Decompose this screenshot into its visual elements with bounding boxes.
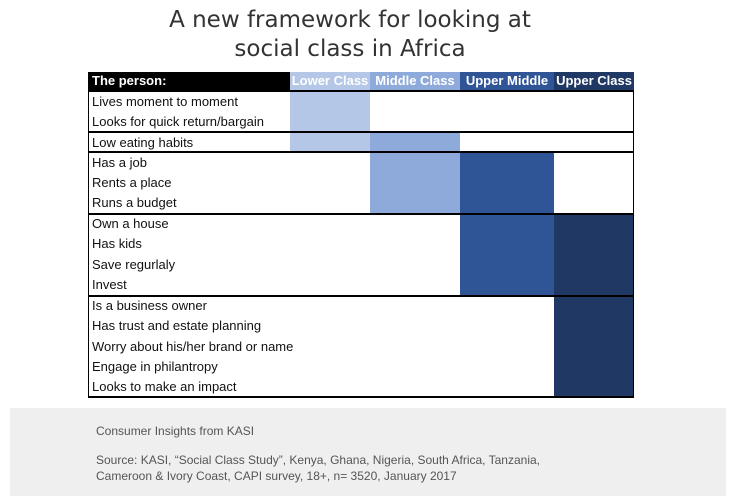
- row-label: Rents a place: [92, 175, 172, 190]
- row-label: Save regurlaly: [92, 257, 176, 272]
- header-lower-class: Lower Class: [290, 72, 370, 90]
- header-upper-middle: Upper Middle: [460, 72, 554, 90]
- group-divider: [88, 90, 634, 92]
- footer-source: Source: KASI, “Social Class Study”, Keny…: [96, 452, 540, 484]
- title-line-1: A new framework for looking at: [169, 7, 531, 33]
- table-border-right: [633, 90, 634, 398]
- row-label: Lives moment to moment: [92, 94, 238, 109]
- header-person: The person:: [88, 72, 290, 90]
- header-middle-class: Middle Class: [370, 72, 460, 90]
- row-label: Worry about his/her brand or name: [92, 339, 294, 354]
- header-upper-class: Upper Class: [554, 72, 634, 90]
- title-line-2: social class in Africa: [234, 36, 466, 62]
- upper-middle-block: [460, 152, 554, 296]
- row-label: Has kids: [92, 236, 142, 251]
- group-divider: [88, 213, 634, 215]
- footer-source-line-1: Source: KASI, “Social Class Study”, Keny…: [96, 453, 541, 467]
- row-label: Looks to make an impact: [92, 379, 237, 394]
- row-label: Is a business owner: [92, 298, 207, 313]
- lower-class-block: [290, 90, 370, 152]
- row-label: Engage in philantropy: [92, 359, 218, 374]
- upper-class-block: [554, 214, 634, 398]
- footer-panel: Consumer Insights from KASI Source: KASI…: [10, 408, 726, 496]
- row-label: Has trust and estate planning: [92, 318, 262, 333]
- table-border-left: [88, 90, 89, 398]
- group-divider: [88, 295, 634, 297]
- middle-class-block: [370, 132, 460, 214]
- group-divider: [88, 151, 634, 153]
- group-divider: [88, 131, 634, 133]
- row-label: Own a house: [92, 216, 169, 231]
- group-divider: [88, 396, 634, 398]
- class-framework-table: The person: Lower Class Middle Class Upp…: [88, 72, 634, 398]
- row-label: Runs a budget: [92, 195, 177, 210]
- page-title: A new framework for looking at social cl…: [0, 6, 700, 64]
- footer-source-line-2: Cameroon & Ivory Coast, CAPI survey, 18+…: [96, 469, 457, 483]
- row-label: Has a job: [92, 155, 147, 170]
- footer-attribution: Consumer Insights from KASI: [96, 424, 255, 438]
- row-label: Invest: [92, 277, 127, 292]
- row-label: Low eating habits: [92, 135, 194, 150]
- row-label: Looks for quick return/bargain: [92, 114, 264, 129]
